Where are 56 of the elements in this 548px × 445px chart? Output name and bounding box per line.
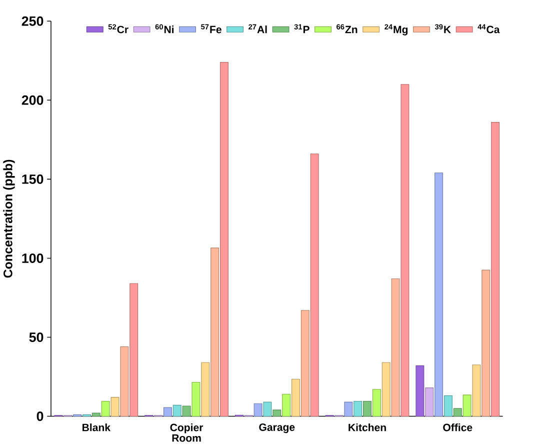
legend-label: $^{31}$P <box>294 24 310 34</box>
bar <box>101 400 110 416</box>
bar <box>425 387 434 416</box>
bar <box>292 378 300 416</box>
bar <box>300 310 310 416</box>
bar <box>282 394 291 416</box>
bar <box>482 270 490 416</box>
bar <box>210 248 220 416</box>
bar <box>92 412 100 416</box>
bar <box>220 62 228 416</box>
x-tick-label: Office <box>443 423 472 432</box>
bar <box>263 402 272 416</box>
legend-label: $^{66}$Zn <box>336 24 358 34</box>
bar <box>416 365 424 416</box>
bar <box>354 400 362 416</box>
bar <box>172 404 182 416</box>
bar <box>130 283 138 416</box>
bar <box>110 396 120 416</box>
y-axis-title: Concentration (ppb) <box>3 160 15 278</box>
bar <box>363 400 372 416</box>
bar <box>272 410 282 416</box>
bar <box>434 172 444 416</box>
bar <box>453 408 462 416</box>
bar <box>391 278 400 416</box>
y-tick-label: 150 <box>22 174 44 184</box>
bar <box>254 403 262 416</box>
bar <box>120 346 129 416</box>
x-tick-label: Blank <box>82 423 111 432</box>
y-tick-label: 100 <box>22 253 44 263</box>
y-tick-label: 0 <box>36 411 44 421</box>
bar <box>372 389 381 416</box>
legend-label: $^{24}$Mg <box>384 24 408 36</box>
bar <box>491 122 500 416</box>
bar <box>400 84 410 416</box>
bar <box>382 362 390 416</box>
legend-label: $^{60}$Ni <box>155 24 174 34</box>
bar <box>182 406 191 416</box>
x-tick-label: Kitchen <box>348 423 386 432</box>
bar <box>472 364 481 416</box>
legend-label: $^{27}$Al <box>248 24 267 34</box>
bar <box>462 394 472 416</box>
bar <box>444 395 452 416</box>
x-tick-label: Copier Room <box>170 423 204 442</box>
bar <box>163 407 172 416</box>
bar <box>192 382 200 416</box>
y-tick-label: 200 <box>22 95 44 105</box>
bar <box>201 362 210 416</box>
legend-label: $^{52}$Cr <box>108 24 128 34</box>
legend-label: $^{57}$Fe <box>201 24 222 34</box>
x-tick-label: Garage <box>259 423 295 434</box>
legend-label: $^{44}$Ca <box>478 24 500 34</box>
legend-label: $^{39}$K <box>434 24 451 34</box>
bar <box>310 154 319 416</box>
bar <box>344 402 353 416</box>
y-tick-label: 250 <box>22 16 44 26</box>
y-tick-label: 50 <box>29 332 44 342</box>
